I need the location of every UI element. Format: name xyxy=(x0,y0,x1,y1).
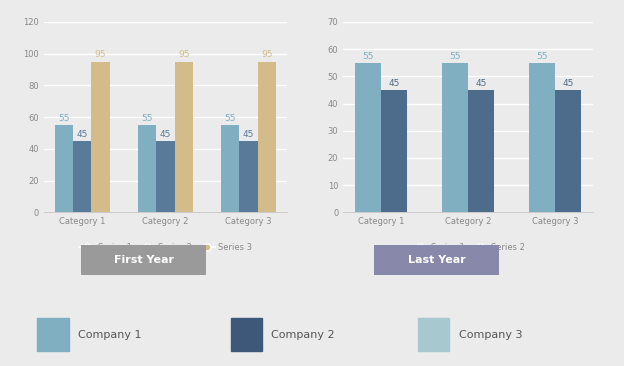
Bar xyxy=(555,90,582,212)
Text: 45: 45 xyxy=(243,130,254,139)
Text: 55: 55 xyxy=(362,52,373,60)
Bar xyxy=(258,61,276,212)
Text: 55: 55 xyxy=(58,114,70,123)
Text: Company 2: Company 2 xyxy=(271,330,335,340)
Text: 55: 55 xyxy=(141,114,153,123)
Bar xyxy=(175,61,193,212)
Bar xyxy=(381,90,407,212)
Text: 45: 45 xyxy=(77,130,88,139)
Text: 95: 95 xyxy=(95,50,106,59)
Text: Company 3: Company 3 xyxy=(459,330,522,340)
Bar xyxy=(73,141,91,212)
Bar xyxy=(354,63,381,212)
Text: 55: 55 xyxy=(225,114,236,123)
Bar xyxy=(156,141,175,212)
Bar xyxy=(442,63,468,212)
Bar xyxy=(138,125,156,212)
Text: First Year: First Year xyxy=(114,255,173,265)
Text: 55: 55 xyxy=(537,52,548,60)
Bar xyxy=(221,125,240,212)
Legend: Series 1, Series 2: Series 1, Series 2 xyxy=(408,239,528,255)
Text: 95: 95 xyxy=(261,50,273,59)
Legend: Series 1, Series 2, Series 3: Series 1, Series 2, Series 3 xyxy=(76,239,255,255)
Bar xyxy=(529,63,555,212)
Bar xyxy=(91,61,110,212)
Bar xyxy=(468,90,494,212)
Text: 95: 95 xyxy=(178,50,190,59)
Text: 45: 45 xyxy=(475,79,487,88)
Bar xyxy=(240,141,258,212)
Text: Last Year: Last Year xyxy=(408,255,466,265)
Text: 55: 55 xyxy=(449,52,461,60)
Text: 45: 45 xyxy=(160,130,171,139)
Text: 45: 45 xyxy=(563,79,574,88)
Text: 45: 45 xyxy=(388,79,399,88)
Bar xyxy=(55,125,73,212)
Text: Company 1: Company 1 xyxy=(78,330,142,340)
